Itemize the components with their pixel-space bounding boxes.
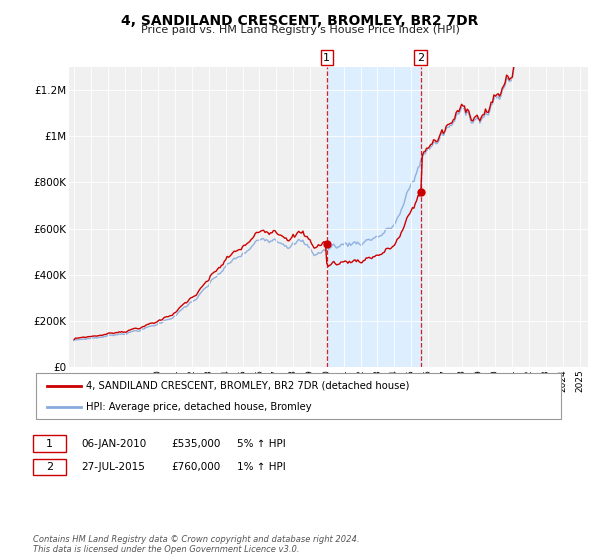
Text: 5% ↑ HPI: 5% ↑ HPI [237, 438, 286, 449]
Text: Price paid vs. HM Land Registry's House Price Index (HPI): Price paid vs. HM Land Registry's House … [140, 25, 460, 35]
Text: 1% ↑ HPI: 1% ↑ HPI [237, 462, 286, 472]
Text: 1: 1 [46, 438, 53, 449]
Text: 2: 2 [46, 462, 53, 472]
Text: 4, SANDILAND CRESCENT, BROMLEY, BR2 7DR: 4, SANDILAND CRESCENT, BROMLEY, BR2 7DR [121, 14, 479, 28]
Text: 2: 2 [417, 53, 424, 63]
Text: £535,000: £535,000 [171, 438, 220, 449]
Text: 27-JUL-2015: 27-JUL-2015 [81, 462, 145, 472]
Text: 1: 1 [323, 53, 331, 63]
Text: 4, SANDILAND CRESCENT, BROMLEY, BR2 7DR (detached house): 4, SANDILAND CRESCENT, BROMLEY, BR2 7DR … [86, 381, 409, 391]
Text: 06-JAN-2010: 06-JAN-2010 [81, 438, 146, 449]
Text: HPI: Average price, detached house, Bromley: HPI: Average price, detached house, Brom… [86, 402, 311, 412]
Text: £760,000: £760,000 [171, 462, 220, 472]
Bar [327, 67, 421, 367]
Text: Contains HM Land Registry data © Crown copyright and database right 2024.
This d: Contains HM Land Registry data © Crown c… [33, 535, 359, 554]
